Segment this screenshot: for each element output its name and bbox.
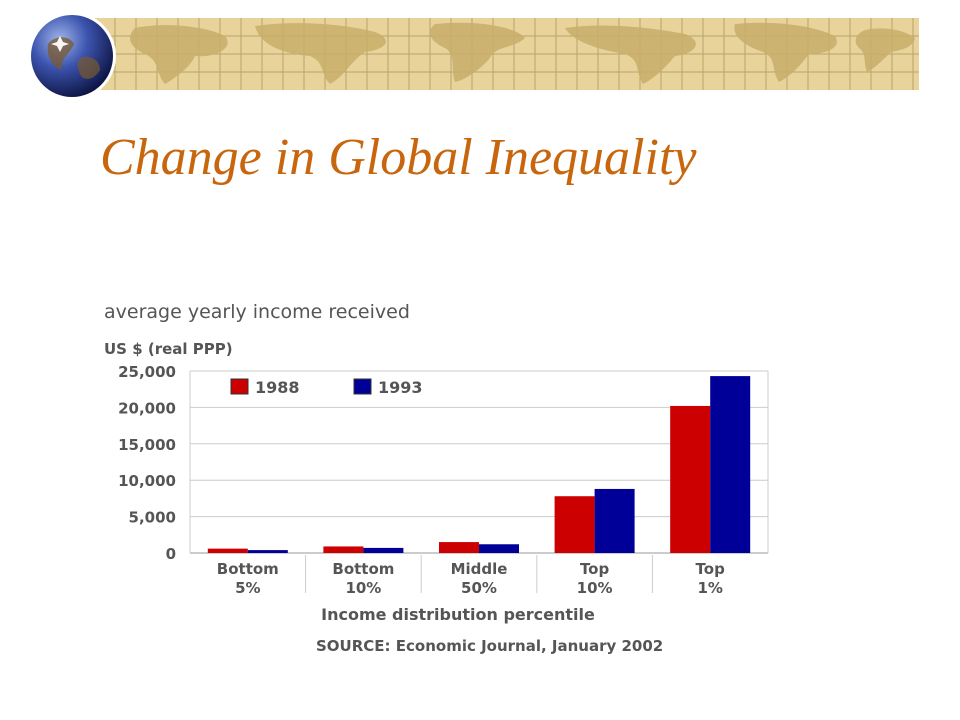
bar-1988: [207, 548, 248, 553]
y-tick-label: 15,000: [118, 436, 176, 454]
bar-1988: [323, 546, 364, 553]
x-tick-label: 5%: [235, 579, 260, 597]
slide-title: Change in Global Inequality: [100, 129, 697, 186]
bar-1993: [710, 376, 751, 553]
bar-1993: [247, 550, 288, 553]
globe-icon: [28, 12, 116, 100]
legend-swatch-1988: [230, 378, 249, 395]
legend-swatch-1993: [353, 378, 372, 395]
bar-1988: [554, 496, 595, 553]
y-tick-label: 5,000: [129, 509, 176, 527]
x-axis-label: Income distribution percentile: [321, 605, 595, 624]
source-note: SOURCE: Economic Journal, January 2002: [316, 637, 663, 655]
x-tick-label: 50%: [461, 579, 497, 597]
y-tick-label: 0: [166, 545, 176, 563]
bar-1993: [363, 547, 404, 553]
x-tick-label: Middle: [451, 560, 508, 578]
y-tick-label: 10,000: [118, 472, 176, 490]
y-tick-label: 25,000: [118, 363, 176, 381]
x-tick-label: Top: [580, 560, 610, 578]
legend-label-1988: 1988: [255, 378, 300, 397]
bar-1988: [439, 542, 479, 553]
x-tick-label: 1%: [697, 579, 722, 597]
x-tick-label: Bottom: [332, 560, 394, 578]
bar-1993: [479, 544, 519, 553]
world-map-banner: [95, 18, 919, 90]
bar-1993: [594, 488, 635, 553]
bar-1988: [670, 405, 711, 553]
x-tick-label: 10%: [577, 579, 613, 597]
x-tick-label: 10%: [345, 579, 381, 597]
x-tick-label: Bottom: [217, 560, 279, 578]
y-axis-label: US $ (real PPP): [104, 340, 233, 358]
y-tick-label: 20,000: [118, 399, 176, 417]
x-tick-label: Top: [696, 560, 726, 578]
legend-label-1993: 1993: [378, 378, 423, 397]
chart-title: average yearly income received: [104, 301, 410, 323]
